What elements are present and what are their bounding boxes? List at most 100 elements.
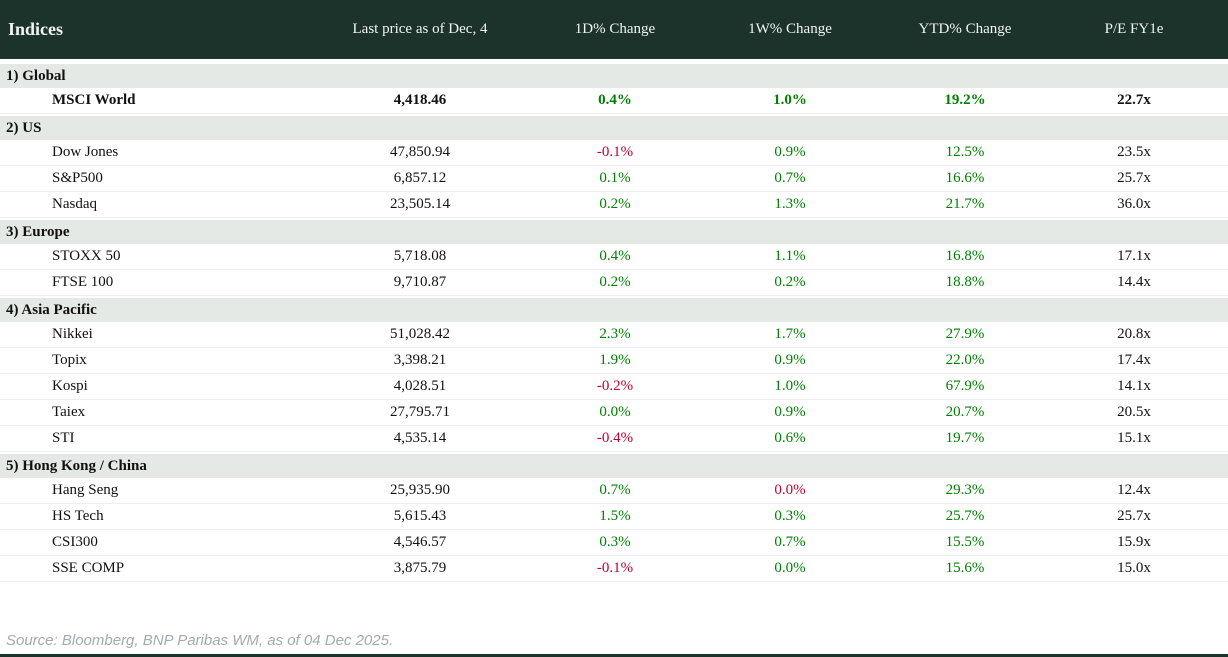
table-row: Dow Jones 47,850.94 -0.1% 0.9% 12.5% 23.5x bbox=[0, 140, 1228, 166]
table-row: STOXX 50 5,718.08 0.4% 1.1% 16.8% 17.1x bbox=[0, 244, 1228, 270]
1d-change: 0.1% bbox=[599, 170, 631, 186]
pe-ratio: 20.5x bbox=[1117, 404, 1151, 420]
column-header-1w-change: 1W% Change bbox=[748, 21, 832, 37]
1d-change: 1.5% bbox=[599, 508, 631, 524]
1w-change: 1.1% bbox=[774, 248, 806, 264]
table-row: Nikkei 51,028.42 2.3% 1.7% 27.9% 20.8x bbox=[0, 322, 1228, 348]
index-name: STI bbox=[52, 430, 75, 446]
1w-change: 0.0% bbox=[774, 560, 806, 576]
pe-ratio: 15.0x bbox=[1117, 560, 1151, 576]
1w-change: 1.7% bbox=[774, 326, 806, 342]
table-row: Hang Seng 25,935.90 0.7% 0.0% 29.3% 12.4x bbox=[0, 478, 1228, 504]
section-row: 5) Hong Kong / China bbox=[0, 452, 1228, 478]
pe-ratio: 15.1x bbox=[1117, 430, 1151, 446]
pe-ratio: 12.4x bbox=[1117, 482, 1151, 498]
1d-change: 2.3% bbox=[599, 326, 631, 342]
index-name: Hang Seng bbox=[52, 482, 119, 498]
table-row: S&P500 6,857.12 0.1% 0.7% 16.6% 25.7x bbox=[0, 166, 1228, 192]
section-row: 1) Global bbox=[0, 62, 1228, 88]
last-price: 5,615.43 bbox=[393, 508, 447, 524]
section-label: 3) Europe bbox=[6, 223, 70, 240]
last-price: 4,546.57 bbox=[393, 534, 447, 550]
1w-change: 0.7% bbox=[774, 534, 806, 550]
ytd-change: 21.7% bbox=[945, 196, 985, 212]
1w-change: 0.9% bbox=[774, 404, 806, 420]
last-price: 3,398.21 bbox=[393, 352, 447, 368]
index-name: Taiex bbox=[52, 404, 86, 420]
1w-change: 1.0% bbox=[774, 378, 806, 394]
last-price: 27,795.71 bbox=[390, 404, 450, 420]
index-name: Nasdaq bbox=[52, 196, 97, 212]
ytd-change: 19.2% bbox=[944, 92, 986, 108]
1w-change: 1.0% bbox=[773, 92, 807, 108]
last-price: 5,718.08 bbox=[393, 248, 447, 264]
ytd-change: 12.5% bbox=[945, 144, 985, 160]
last-price: 9,710.87 bbox=[393, 274, 447, 290]
last-price: 47,850.94 bbox=[390, 144, 450, 160]
pe-ratio: 17.1x bbox=[1117, 248, 1151, 264]
ytd-change: 22.0% bbox=[945, 352, 985, 368]
1d-change: 0.2% bbox=[599, 274, 631, 290]
ytd-change: 16.8% bbox=[945, 248, 985, 264]
1w-change: 0.9% bbox=[774, 144, 806, 160]
1d-change: 0.3% bbox=[599, 534, 631, 550]
last-price: 23,505.14 bbox=[390, 196, 450, 212]
ytd-change: 16.6% bbox=[945, 170, 985, 186]
last-price: 4,418.46 bbox=[393, 92, 447, 108]
pe-ratio: 23.5x bbox=[1117, 144, 1151, 160]
section-row: 4) Asia Pacific bbox=[0, 296, 1228, 322]
last-price: 4,535.14 bbox=[393, 430, 447, 446]
last-price: 51,028.42 bbox=[390, 326, 450, 342]
1d-change: 0.7% bbox=[599, 482, 631, 498]
ytd-change: 27.9% bbox=[945, 326, 985, 342]
1w-change: 1.3% bbox=[774, 196, 806, 212]
section-label: 5) Hong Kong / China bbox=[6, 457, 147, 474]
pe-ratio: 22.7x bbox=[1117, 92, 1151, 108]
1d-change: 0.2% bbox=[599, 196, 631, 212]
table-row: FTSE 100 9,710.87 0.2% 0.2% 18.8% 14.4x bbox=[0, 270, 1228, 296]
1w-change: 0.7% bbox=[774, 170, 806, 186]
pe-ratio: 17.4x bbox=[1117, 352, 1151, 368]
1w-change: 0.6% bbox=[774, 430, 806, 446]
last-price: 4,028.51 bbox=[393, 378, 447, 394]
table-row: Nasdaq 23,505.14 0.2% 1.3% 21.7% 36.0x bbox=[0, 192, 1228, 218]
1w-change: 0.2% bbox=[774, 274, 806, 290]
index-name: Topix bbox=[52, 352, 87, 368]
pe-ratio: 14.1x bbox=[1117, 378, 1151, 394]
column-header-pe: P/E FY1e bbox=[1104, 21, 1164, 37]
section-row: 3) Europe bbox=[0, 218, 1228, 244]
table-row: HS Tech 5,615.43 1.5% 0.3% 25.7% 25.7x bbox=[0, 504, 1228, 530]
1w-change: 0.9% bbox=[774, 352, 806, 368]
table-row: SSE COMP 3,875.79 -0.1% 0.0% 15.6% 15.0x bbox=[0, 556, 1228, 582]
pe-ratio: 25.7x bbox=[1117, 508, 1151, 524]
table-row: Taiex 27,795.71 0.0% 0.9% 20.7% 20.5x bbox=[0, 400, 1228, 426]
1d-change: -0.1% bbox=[596, 144, 634, 160]
index-name: MSCI World bbox=[52, 92, 136, 108]
1d-change: -0.4% bbox=[596, 430, 634, 446]
table-row: STI 4,535.14 -0.4% 0.6% 19.7% 15.1x bbox=[0, 426, 1228, 452]
index-name: CSI300 bbox=[52, 534, 98, 550]
index-name: STOXX 50 bbox=[52, 248, 121, 264]
pe-ratio: 36.0x bbox=[1117, 196, 1151, 212]
index-name: Kospi bbox=[52, 378, 88, 394]
pe-ratio: 25.7x bbox=[1117, 170, 1151, 186]
column-header-ytd-change: YTD% Change bbox=[918, 21, 1012, 37]
pe-ratio: 14.4x bbox=[1117, 274, 1151, 290]
section-row: 2) US bbox=[0, 114, 1228, 140]
index-name: SSE COMP bbox=[52, 560, 125, 576]
1w-change: 0.0% bbox=[774, 482, 806, 498]
pe-ratio: 15.9x bbox=[1117, 534, 1151, 550]
1d-change: 0.4% bbox=[598, 92, 632, 108]
table-row: MSCI World 4,418.46 0.4% 1.0% 19.2% 22.7x bbox=[0, 88, 1228, 114]
ytd-change: 19.7% bbox=[945, 430, 985, 446]
1w-change: 0.3% bbox=[774, 508, 806, 524]
source-note: Source: Bloomberg, BNP Paribas WM, as of… bbox=[6, 632, 394, 649]
section-label: 2) US bbox=[6, 119, 42, 136]
ytd-change: 15.6% bbox=[945, 560, 985, 576]
1d-change: 0.0% bbox=[599, 404, 631, 420]
index-name: FTSE 100 bbox=[52, 274, 114, 290]
ytd-change: 25.7% bbox=[945, 508, 985, 524]
section-label: 4) Asia Pacific bbox=[6, 301, 97, 318]
table-row: CSI300 4,546.57 0.3% 0.7% 15.5% 15.9x bbox=[0, 530, 1228, 556]
1d-change: -0.2% bbox=[596, 378, 634, 394]
